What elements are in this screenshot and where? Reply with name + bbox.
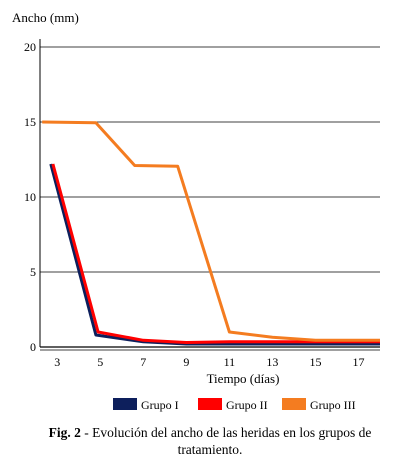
legend-label-grupo-ii: Grupo II [226, 398, 268, 412]
x-tick-5: 5 [97, 355, 103, 369]
line-chart: 0 5 10 15 20 3 5 7 9 11 13 15 17 Ancho (mm) Tiempo … [12, 10, 380, 412]
x-tick-15: 15 [309, 355, 321, 369]
x-tick-9: 9 [183, 355, 189, 369]
legend-label-grupo-iii: Grupo III [310, 398, 356, 412]
y-tick-20: 20 [24, 40, 36, 54]
x-tick-13: 13 [266, 355, 278, 369]
y-tick-labels: 0 5 10 15 20 [24, 40, 36, 354]
caption-text: - Evolución del ancho de las heridas en … [80, 425, 372, 457]
series-lines [42, 120, 380, 346]
x-axis-label: Tiempo (días) [207, 371, 280, 386]
x-tick-3: 3 [54, 355, 60, 369]
axes [39, 39, 380, 351]
grid-lines [40, 46, 380, 273]
series-line-grupo-ii [51, 163, 380, 344]
caption-label: Fig. 2 [48, 425, 81, 440]
x-tick-7: 7 [140, 355, 146, 369]
y-tick-10: 10 [24, 190, 36, 204]
y-tick-5: 5 [30, 265, 36, 279]
legend-label-grupo-i: Grupo I [141, 398, 179, 412]
legend-swatch-grupo-i [113, 398, 137, 410]
series-line-grupo-i [49, 163, 380, 346]
x-tick-labels: 3 5 7 9 11 13 15 17 [54, 355, 364, 369]
x-tick-17: 17 [352, 355, 364, 369]
legend-swatch-grupo-ii [198, 398, 222, 410]
figure-caption: Fig. 2 - Evolución del ancho de las heri… [20, 424, 400, 458]
x-tick-11: 11 [224, 355, 236, 369]
legend: Grupo I Grupo II Grupo III [113, 398, 356, 412]
series-line-grupo-iii [42, 120, 380, 342]
y-axis-label: Ancho (mm) [12, 10, 79, 25]
legend-swatch-grupo-iii [282, 398, 306, 410]
y-tick-0: 0 [30, 340, 36, 354]
y-tick-15: 15 [24, 115, 36, 129]
